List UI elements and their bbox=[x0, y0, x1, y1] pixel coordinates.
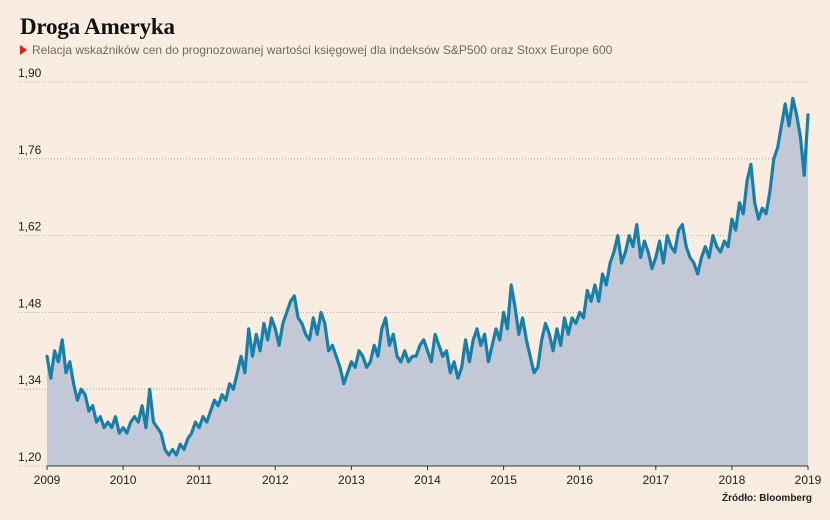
chart-title: Droga Ameryka bbox=[20, 14, 175, 39]
area-polygon bbox=[47, 98, 808, 466]
y-tick-label: 1,34 bbox=[18, 373, 42, 387]
chart-subtitle: Relacja wskaźników cen do prognozowanej … bbox=[20, 43, 612, 57]
x-tick-label: 2017 bbox=[642, 473, 669, 487]
x-tick-label: 2016 bbox=[566, 473, 593, 487]
series-path bbox=[45, 96, 810, 457]
y-axis: 1,90 1,76 1,62 1,48 1,34 1,20 bbox=[18, 66, 42, 464]
y-tick-label: 1,90 bbox=[18, 66, 42, 80]
x-tick-label: 2011 bbox=[186, 473, 212, 487]
chart-subtitle-text: Relacja wskaźników cen do prognozowanej … bbox=[32, 43, 613, 57]
y-tick-label: 1,48 bbox=[18, 296, 42, 310]
area-fill bbox=[47, 98, 808, 466]
y-tick-label: 1,76 bbox=[18, 143, 42, 157]
x-tick-label: 2015 bbox=[490, 473, 517, 487]
source-note: Źródło: Bloomberg bbox=[722, 493, 812, 504]
x-axis: 2009 2010 2011 2012 2013 2014 2015 2016 2017 2018… bbox=[34, 465, 822, 487]
x-tick-label: 2013 bbox=[338, 473, 365, 487]
x-tick-label: 2014 bbox=[414, 473, 441, 487]
x-tick-label: 2009 bbox=[34, 473, 61, 487]
x-tick-label: 2010 bbox=[110, 473, 137, 487]
y-tick-label: 1,62 bbox=[18, 220, 42, 234]
x-tick-label: 2018 bbox=[719, 473, 746, 487]
x-tick-label: 2012 bbox=[262, 473, 289, 487]
y-tick-label: 1,20 bbox=[18, 450, 42, 464]
x-tick-label: 2019 bbox=[795, 473, 822, 487]
red-triangle-icon bbox=[20, 45, 27, 55]
series-line bbox=[45, 96, 810, 457]
